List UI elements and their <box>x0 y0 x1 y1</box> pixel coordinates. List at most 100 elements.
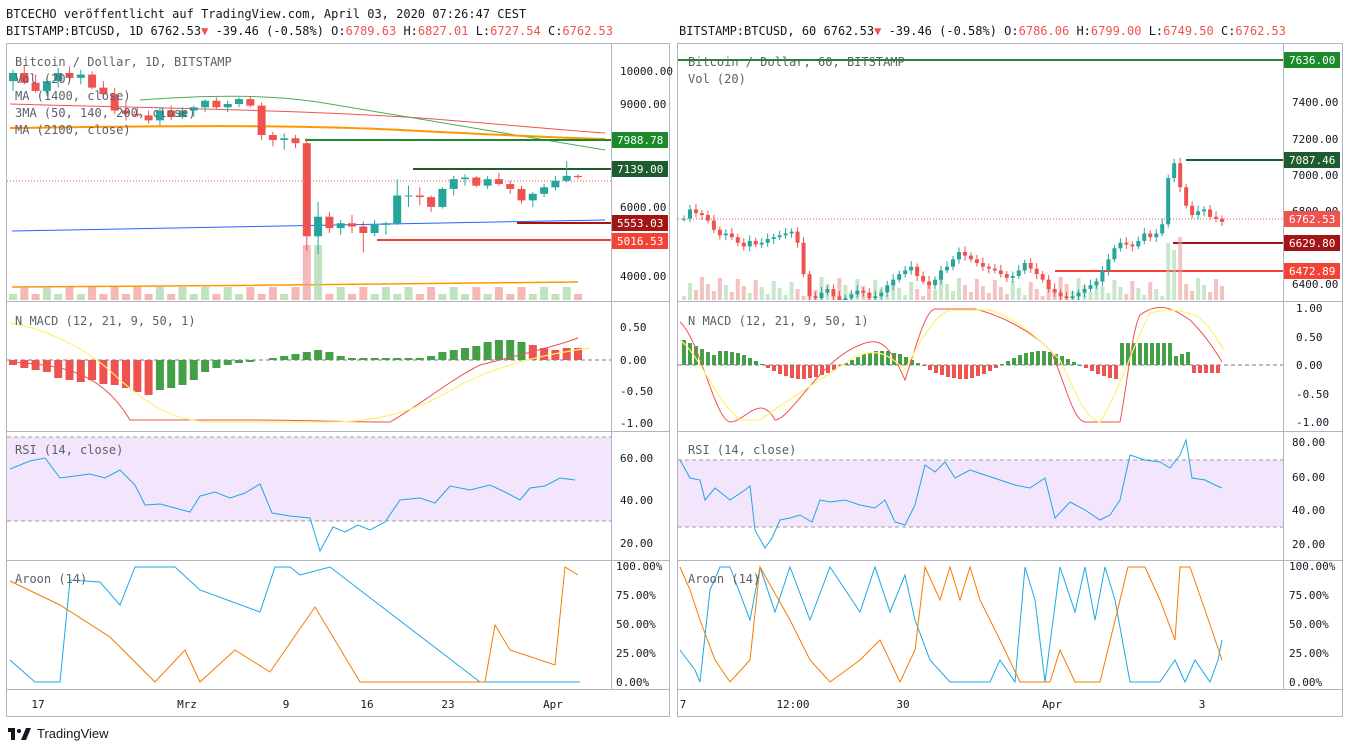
left-candle-body <box>189 107 198 111</box>
left-volume-bar <box>223 287 232 300</box>
right-volume-bar <box>897 288 902 300</box>
right-macd-bar <box>886 351 890 365</box>
right-macd-bar <box>1036 351 1040 365</box>
right-volume-bar <box>1010 281 1015 300</box>
left-ma-2100 <box>11 281 579 288</box>
left-volume-bar <box>302 245 311 300</box>
left-volume-bar <box>201 287 210 300</box>
left-candle-body <box>20 72 29 83</box>
right-candle-body <box>795 231 800 243</box>
left-volume-bar <box>506 294 515 300</box>
right-volume-bar <box>1154 289 1159 300</box>
right-candle-body <box>861 290 866 293</box>
tradingview-brand[interactable]: TradingView <box>8 726 109 741</box>
right-volume-bar <box>885 294 890 300</box>
right-candle-body <box>765 239 770 243</box>
right-macd-bar <box>922 365 926 366</box>
right-candle-body <box>921 275 926 282</box>
left-macd-bar <box>472 346 481 360</box>
left-macd-bar <box>212 360 221 368</box>
right-candle-body <box>1154 233 1159 238</box>
right-candle-body <box>1010 275 1015 278</box>
publish-header: BTCECHO veröffentlicht auf TradingView.c… <box>6 7 527 21</box>
right-macd-bar <box>754 361 758 365</box>
left-volume-bar <box>517 287 526 300</box>
left-volume-bar <box>472 287 481 300</box>
left-candle-body <box>178 110 187 118</box>
right-volume-bar <box>998 287 1003 300</box>
right-legend-item: Vol (20) <box>688 72 746 86</box>
right-candle-body <box>1040 274 1045 280</box>
left-candle-body <box>88 74 97 88</box>
left-volume-bar <box>438 294 447 300</box>
left-volume-bar <box>483 294 492 300</box>
right-candle-body <box>1064 296 1069 299</box>
right-volume-bar <box>1166 243 1171 300</box>
right-candle-body <box>1022 263 1027 271</box>
left-candle-body <box>201 100 210 108</box>
right-candle-body <box>837 296 842 300</box>
right-macd-bar <box>838 365 842 366</box>
right-macd-bar <box>1072 362 1076 365</box>
right-macd-bar <box>1042 351 1046 365</box>
right-candle-body <box>939 270 944 280</box>
right-candle-body <box>777 235 782 238</box>
left-candle-body <box>212 100 221 108</box>
right-legend-item: Bitcoin / Dollar, 60, BITSTAMP <box>688 55 905 69</box>
left-candles <box>9 64 582 255</box>
left-ma-orange <box>9 125 606 140</box>
left-macd-bar <box>427 356 436 360</box>
right-macd-bar <box>928 365 932 370</box>
left-time-axis: 17 Mrz 9 16 23 Apr <box>31 698 563 711</box>
right-volume-bar <box>921 296 926 300</box>
right-candle-body <box>699 213 704 215</box>
right-volume-bar <box>1214 279 1219 300</box>
left-volume-bar <box>359 287 368 300</box>
right-badge-text: 6472.89 <box>1289 265 1335 278</box>
right-volume-bar <box>693 290 698 300</box>
right-volume-bar <box>1034 289 1039 300</box>
right-candle-body <box>1082 288 1087 293</box>
right-macd-bar <box>832 365 836 370</box>
right-candle-body <box>1148 233 1153 238</box>
right-macd-bar <box>1120 343 1124 365</box>
right-macd-bar <box>778 365 782 374</box>
left-volume-bar <box>54 294 63 300</box>
right-volume-bar <box>1016 288 1021 300</box>
right-rsi-tick: 40.00 <box>1292 504 1325 517</box>
right-candle-body <box>867 292 872 299</box>
right-macd-bar <box>1198 365 1202 373</box>
right-volume-bar <box>735 279 740 300</box>
left-c-label: C: <box>547 24 563 38</box>
right-macd-bar <box>892 353 896 365</box>
left-rsi-tick: 40.00 <box>620 494 653 507</box>
left-l-label: L: <box>475 24 491 38</box>
left-rsi-tick: 20.00 <box>620 537 653 550</box>
right-macd-bar <box>940 365 944 375</box>
left-macd-tick: -0.50 <box>620 385 653 398</box>
left-candle-body <box>472 177 481 186</box>
left-candle-body <box>325 216 334 229</box>
left-badge-text: 7139.00 <box>617 163 663 176</box>
right-rsi-tick: 80.00 <box>1292 436 1325 449</box>
left-macd-bar <box>167 360 176 388</box>
right-macd-bar <box>730 352 734 365</box>
left-aroon-tick: 25.00% <box>616 647 656 660</box>
left-candle-body <box>461 177 469 180</box>
right-candle-body <box>1034 268 1039 275</box>
right-candle-body <box>1052 288 1057 293</box>
right-volume-bar <box>1190 291 1195 300</box>
right-volume-bar <box>1220 286 1224 300</box>
left-macd-bar <box>88 360 97 380</box>
right-macd-bar <box>1018 355 1022 365</box>
left-candle-body <box>551 180 560 188</box>
right-macd-bar <box>850 360 854 365</box>
left-aroon-up <box>9 566 580 683</box>
left-signal-line <box>9 322 591 423</box>
right-volume-bar <box>729 292 734 300</box>
right-candle-body <box>1016 270 1021 276</box>
left-last: 6762.53 <box>150 24 202 38</box>
right-candle-body <box>1094 281 1099 286</box>
right-macd-bar <box>1024 353 1028 365</box>
